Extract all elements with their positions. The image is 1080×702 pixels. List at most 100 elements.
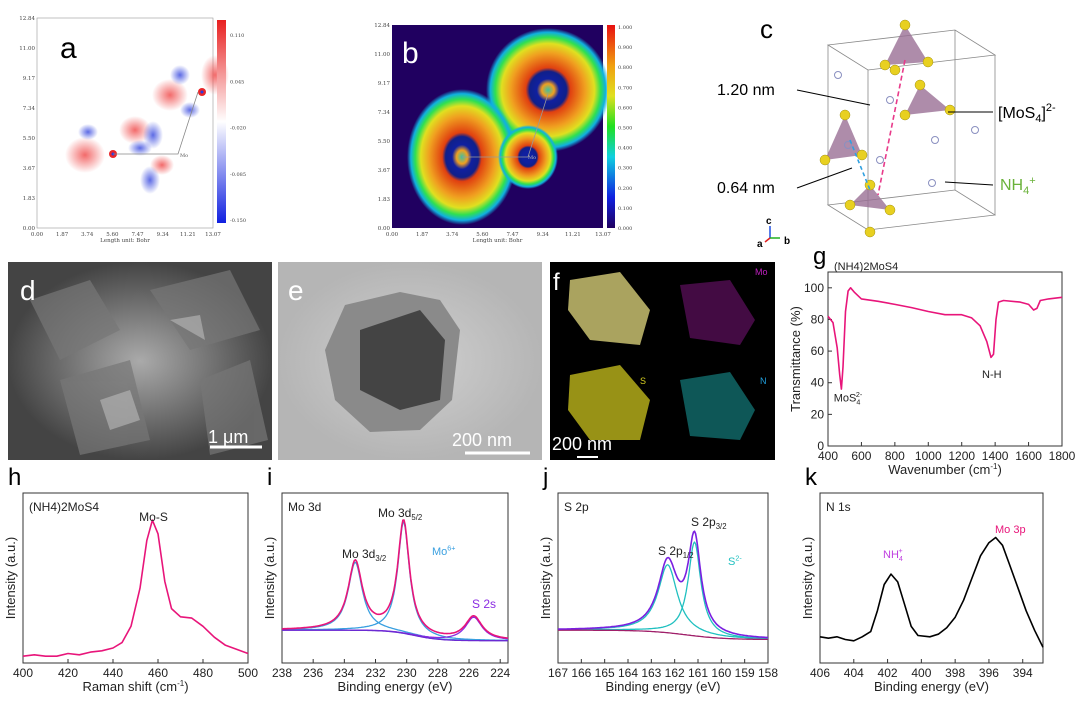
- density-lobe: [170, 65, 190, 85]
- bond-line: [113, 91, 199, 155]
- label-text: NH: [883, 549, 899, 561]
- mos4-tetrahedron: [850, 185, 890, 210]
- x-tick-label: 500: [238, 666, 258, 680]
- colorbar-tick-label: 0.200: [618, 186, 632, 192]
- x-axis-label: Binding energy (eV): [338, 679, 453, 694]
- x-tick-label: 1600: [1015, 449, 1042, 463]
- chart-title: Mo 3d: [288, 500, 321, 514]
- label-text: S: [728, 556, 735, 568]
- x-tick-label: 160: [711, 666, 731, 680]
- chart-title: (NH4)2MoS4: [29, 500, 99, 514]
- y-tick-label: 9.17: [378, 81, 391, 87]
- colorbar-tick-label: -0.150: [230, 218, 246, 224]
- x-tick-label: 1400: [982, 449, 1009, 463]
- x-axis-label: Binding energy (eV): [606, 679, 721, 694]
- atom-core: [200, 90, 204, 94]
- label-text: Wavenumber (cm: [888, 462, 990, 477]
- spectra-charts: g 400 600 800 1000 1200 1400 1600 1800 0 20 40 60 80 1…: [3, 243, 1076, 694]
- y-tick-label: 12.84: [19, 16, 35, 22]
- x-axis-label: Length unit: Bohr: [473, 238, 523, 244]
- peak-label: Mo-S: [139, 510, 168, 524]
- cation-text: NH: [1000, 177, 1023, 194]
- panel-label-i: i: [267, 464, 272, 491]
- x-tick-label: 3.74: [81, 232, 94, 238]
- y-tick-label: 80: [811, 312, 825, 326]
- plot-frame: [827, 271, 1063, 447]
- density-lobe: [180, 102, 200, 118]
- label-sup: 2-: [856, 391, 863, 399]
- y-tick-label: 11.00: [19, 46, 35, 52]
- colorbar-tick-label: 0.045: [230, 79, 244, 85]
- axis-a-label: a: [757, 239, 763, 250]
- density-lobe: [140, 166, 160, 194]
- label-sup: +: [898, 547, 902, 555]
- x-axis-label: Raman shift (cm-1): [82, 679, 188, 694]
- peak-label: Mo 3d3/2: [342, 547, 386, 563]
- label-text: Mo 3d: [378, 506, 411, 520]
- panel-label-d: d: [20, 275, 36, 306]
- axis-triad: c a b: [757, 216, 790, 250]
- x-tick-label: 400: [911, 666, 931, 680]
- y-tick-label: 12.84: [374, 23, 390, 29]
- envelope-line: [282, 519, 509, 639]
- colorbar-tick-label: 0.800: [618, 65, 632, 71]
- label-sub: 3/2: [375, 554, 386, 563]
- chart-g: g 400 600 800 1000 1200 1400 1600 1800 0 20 40 60 80 1…: [788, 243, 1076, 477]
- density-lobe: [128, 140, 152, 156]
- x-tick-label: 396: [979, 666, 999, 680]
- y-tick-label: 7.34: [378, 110, 391, 116]
- colorbar-tick-label: 0.110: [230, 33, 244, 39]
- fit-component: [282, 616, 509, 640]
- x-tick-label: 232: [366, 666, 386, 680]
- label-text: ): [997, 462, 1001, 477]
- sulfur-atoms: [819, 19, 956, 238]
- eds-label-s: S: [640, 376, 646, 386]
- sem-particles: [30, 270, 268, 455]
- y-tick-label: 5.50: [378, 139, 391, 145]
- label-text: S 2p: [658, 544, 683, 558]
- x-tick-label: 1000: [915, 449, 942, 463]
- x-tick-label: 13.07: [205, 232, 221, 238]
- colorbar-tick-label: 1.000: [618, 25, 632, 31]
- y-axis-label: Transmittance (%): [788, 306, 803, 412]
- colorbar-tick-label: -0.085: [230, 172, 246, 178]
- panel-label-j: j: [542, 464, 548, 491]
- x-tick-label: 167: [548, 666, 568, 680]
- colorbar-tick-label: 0.100: [618, 206, 632, 212]
- panel-label-f: f: [553, 269, 560, 296]
- x-tick-label: 800: [885, 449, 905, 463]
- colorbar-tick-label: -0.020: [230, 126, 246, 132]
- eds-map-n: [680, 372, 755, 440]
- atom-label: Mo: [528, 155, 536, 161]
- panel-d-sem-image: d 1 μm: [8, 262, 272, 460]
- x-tick-label: 9.34: [157, 232, 170, 238]
- eds-label-n: N: [760, 376, 767, 386]
- x-tick-label: 226: [459, 666, 479, 680]
- x-tick-label: 5.60: [476, 232, 489, 238]
- panel-a: Mo a 0.00 1.87 3.74 5.60 7.47 9.34 11.21 13.070…: [19, 16, 246, 244]
- x-tick-label: 9.34: [537, 232, 550, 238]
- data-line: [827, 286, 1063, 390]
- x-tick-label: 163: [641, 666, 661, 680]
- colorbar-tick-label: 0.500: [618, 126, 632, 132]
- peak-label: S 2p3/2: [691, 515, 727, 531]
- label-sub: 5/2: [411, 513, 422, 522]
- plot-frame: [281, 492, 509, 664]
- x-tick-label: 460: [148, 666, 168, 680]
- cation-sup: +: [1029, 175, 1035, 187]
- y-tick-label: 3.67: [378, 168, 391, 174]
- label-sub: 4: [856, 398, 860, 406]
- panel-label-h: h: [8, 464, 21, 491]
- label-text: Raman shift (cm: [82, 679, 177, 694]
- x-axis-label: Binding energy (eV): [874, 679, 989, 694]
- x-tick-label: 166: [571, 666, 591, 680]
- label-sup: -1: [177, 679, 185, 688]
- y-tick-label: 60: [811, 344, 825, 358]
- annotation-arrows: [796, 89, 994, 189]
- label-sup: -1: [990, 462, 998, 471]
- distance-line-0.64: [849, 139, 871, 191]
- panel-f-eds-maps: f Mo S N 200 nm: [550, 262, 775, 460]
- distance-label-1-20nm: 1.20 nm: [717, 82, 775, 99]
- x-tick-label: 600: [851, 449, 871, 463]
